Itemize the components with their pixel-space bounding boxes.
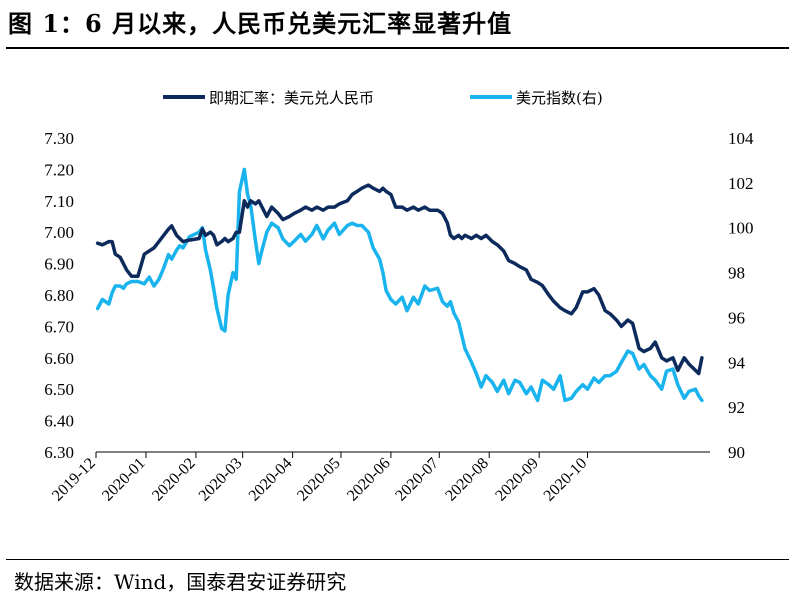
x-tick-label: 2020-07 [392,455,442,505]
x-tick-label: 2019-12 [49,455,99,505]
y-right-tick-label: 96 [728,308,745,327]
x-tick-label: 2020-05 [294,455,344,505]
x-tick-label: 2020-10 [541,455,591,505]
chart-axes: 7.30 7.20 7.10 7.00 6.90 6.80 6.70 6.60 6.50 6.40… [44,129,754,505]
dual-axis-line-chart: 即期汇率：美元兑人民币 美元指数(右) 7.30 7.20 7.10 7.00 6.90 6… [44,89,754,505]
y-right-tick-label: 100 [728,219,754,238]
y-left-tick-label: 7.30 [44,129,74,148]
y-right-tick-label: 104 [728,129,754,148]
y-left-tick-label: 6.30 [44,443,74,462]
y-left-tick-label: 6.50 [44,380,74,399]
y-left-tick-label: 6.40 [44,412,74,431]
x-tick-label: 2020-06 [344,455,394,505]
y-left-tick-label: 7.00 [44,223,74,242]
y-right-tick-label: 92 [728,398,745,417]
chart-series [95,167,704,403]
legend-item-spot-rate-label: 即期汇率：美元兑人民币 [209,89,374,107]
x-tick-label: 2020-02 [149,455,199,505]
figure-title: 图 1：6 月以来，人民币兑美元汇率显著升值 [8,9,513,38]
y-left-tick-label: 6.80 [44,286,74,305]
series-line-spot-rate [95,183,704,376]
title-rule [6,47,789,49]
x-tick-label: 2020-09 [492,455,542,505]
y-right-tick-label: 102 [728,174,754,193]
y-left-tick-label: 7.20 [44,160,74,179]
x-tick-label: 2020-03 [196,455,246,505]
x-tick-label: 2020-04 [246,455,296,505]
y-right-tick-label: 90 [728,443,745,462]
y-left-tick-label: 6.90 [44,255,74,274]
legend-item-usd-index-label: 美元指数(右) [516,89,603,107]
chart-legend: 即期汇率：美元兑人民币 美元指数(右) [163,89,603,107]
y-right-tick-label: 98 [728,264,745,283]
source-rule [6,559,789,560]
y-left-tick-label: 6.70 [44,317,74,336]
x-tick-label: 2020-08 [442,455,492,505]
data-source-note: 数据来源：Wind，国泰君安证券研究 [14,570,347,594]
y-left-tick-label: 7.10 [44,192,74,211]
x-tick-label: 2020-01 [99,455,149,505]
series-line-usd-index [95,167,704,403]
y-right-tick-label: 94 [728,353,746,372]
y-left-tick-label: 6.60 [44,349,74,368]
